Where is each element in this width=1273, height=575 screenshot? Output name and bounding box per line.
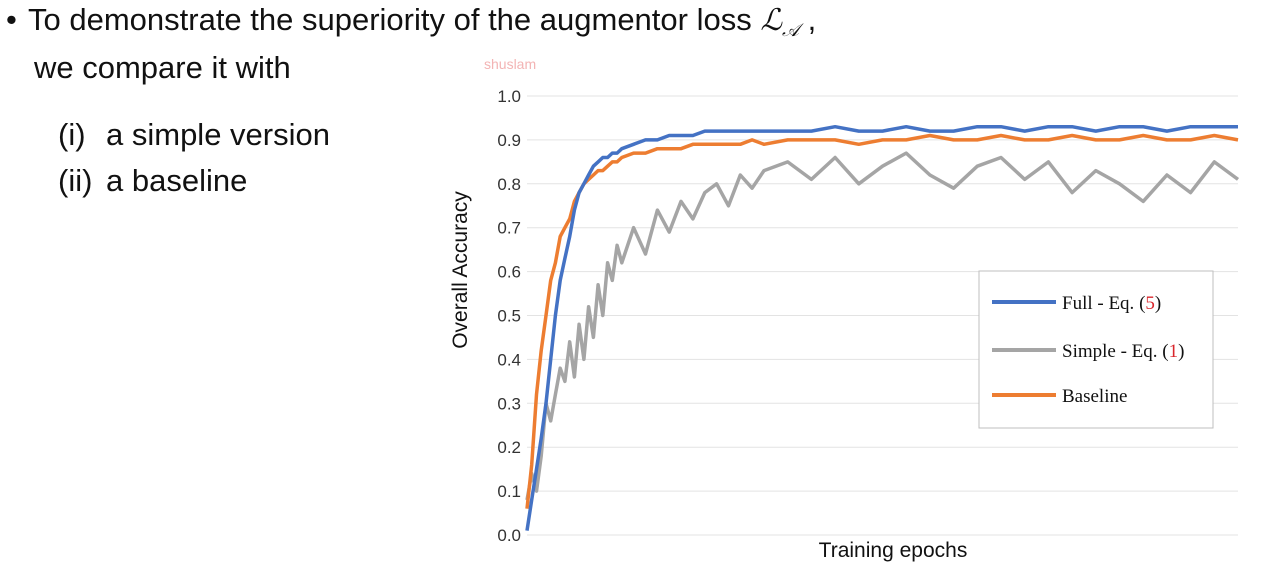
chart-series-lines [525, 124, 1240, 531]
bullet-line-2: we compare it with [34, 50, 291, 85]
list-item-number: (i) [58, 117, 86, 152]
legend-label-simple: Simple - Eq. (1) [1062, 341, 1184, 362]
y-tick-label: 0.5 [497, 307, 521, 326]
series-line-baseline [525, 133, 1239, 509]
y-axis-title: Overall Accuracy [449, 191, 472, 349]
loss-subscript: 𝒜 [781, 20, 799, 41]
y-tick-label: 0.0 [497, 526, 521, 545]
y-tick-label: 1.0 [497, 87, 521, 106]
y-tick-label: 0.8 [497, 175, 521, 194]
x-axis-title: Training epochs [819, 539, 968, 562]
loss-symbol: ℒ [760, 3, 782, 38]
series-line-full [525, 124, 1238, 531]
legend-label-full: Full - Eq. (5) [1062, 293, 1161, 314]
list-item-number: (ii) [58, 163, 93, 198]
bullet-tail: , [798, 2, 817, 37]
chart-y-tick-labels: 0.0 0.1 0.2 0.3 0.4 0.5 0.6 0.7 0.8 0.9 1.0 [497, 87, 521, 545]
list-item-text: a baseline [106, 163, 248, 198]
y-tick-label: 0.1 [497, 482, 521, 501]
chart-legend: Full - Eq. (5) Simple - Eq. (1) Baseline [978, 270, 1214, 429]
legend-label-baseline: Baseline [1062, 386, 1127, 407]
list-item-text: a simple version [106, 117, 330, 152]
y-tick-label: 0.6 [497, 263, 521, 282]
watermark: shuslam [484, 56, 537, 72]
list-item-simple: (i) a simple version [58, 117, 330, 153]
series-line-simple [525, 151, 1240, 501]
list-item-baseline: (ii) a baseline [58, 163, 247, 199]
bullet-symbol: • [6, 2, 17, 37]
bullet-line-1: • To demonstrate the superiority of the a… [6, 2, 816, 41]
y-tick-label: 0.7 [497, 219, 521, 238]
bullet-text-1: To demonstrate the superiority of the au… [28, 2, 761, 37]
y-tick-label: 0.4 [497, 350, 521, 369]
y-tick-label: 0.3 [497, 394, 521, 413]
y-tick-label: 0.9 [497, 131, 521, 150]
y-tick-label: 0.2 [497, 438, 521, 457]
